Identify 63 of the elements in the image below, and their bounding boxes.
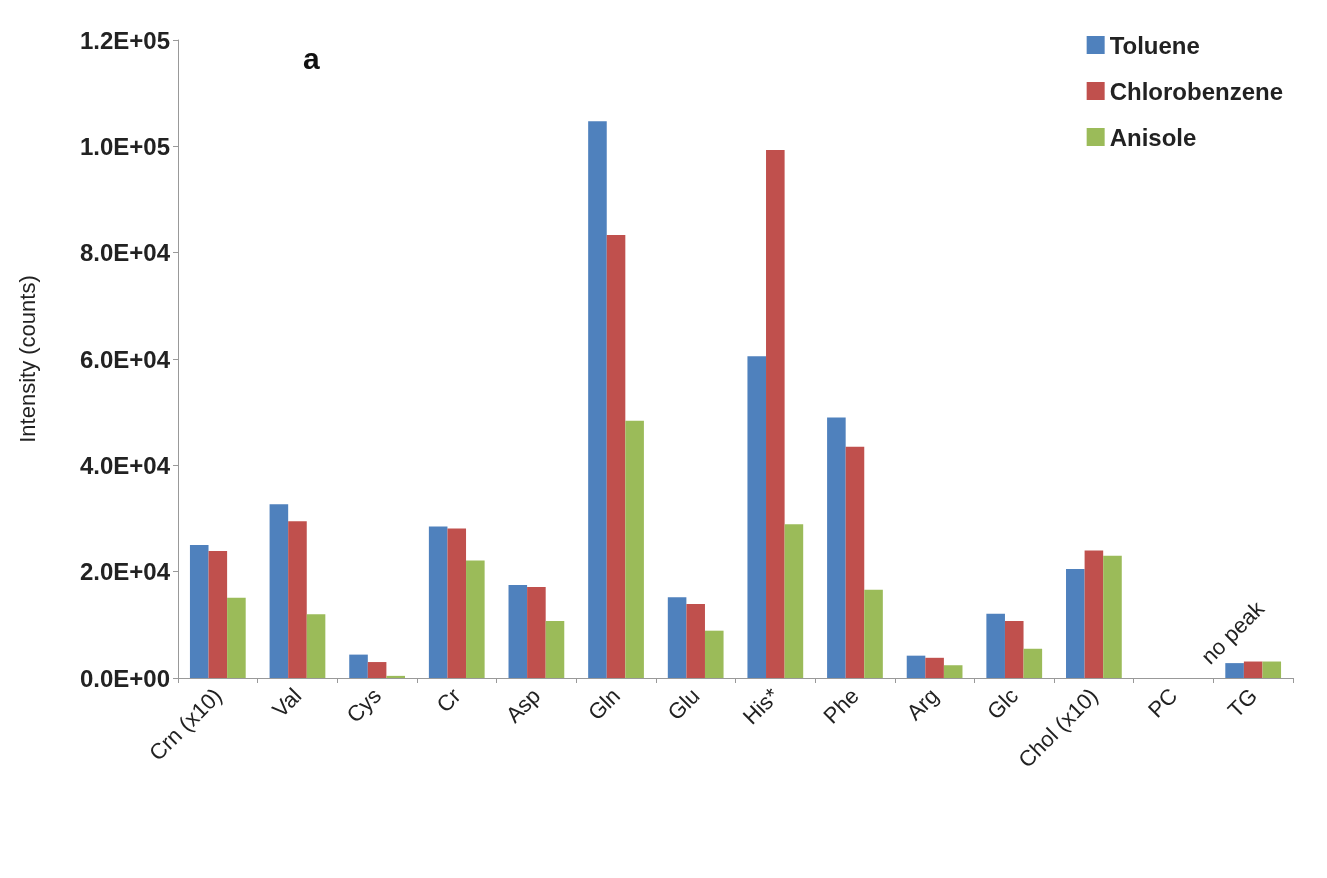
bar: [784, 524, 804, 678]
x-tick-label: TG: [1222, 683, 1263, 723]
chart-title: a: [303, 41, 320, 75]
x-tick-label: Cys: [341, 683, 386, 728]
bar: [508, 584, 528, 678]
bar: [1262, 661, 1282, 678]
bar: [428, 526, 448, 678]
bar: [827, 417, 846, 678]
bar: [527, 587, 546, 678]
bar: [1004, 621, 1024, 678]
y-tick-label: 1.0E+05: [79, 132, 170, 160]
y-tick-label: 1.2E+05: [79, 26, 170, 54]
bar: [925, 657, 944, 678]
bar: [367, 662, 387, 678]
legend-label: Toluene: [1109, 31, 1200, 59]
bar: [766, 150, 785, 678]
x-tick-label: PC: [1143, 683, 1183, 723]
bar: [625, 420, 644, 678]
x-tick-label: Cr: [431, 683, 466, 718]
x-tick-label: Gln: [583, 683, 625, 726]
bar: [306, 614, 326, 678]
bar: [208, 550, 228, 678]
bar: [747, 356, 767, 678]
y-tick-label: 8.0E+04: [79, 239, 171, 267]
bar: [466, 560, 485, 678]
bar: [288, 521, 307, 678]
legend-label: Chlorobenzene: [1109, 77, 1283, 105]
bar: [1243, 661, 1263, 678]
y-tick-label: 6.0E+04: [79, 345, 171, 373]
bar: [447, 528, 467, 678]
bar: [189, 545, 209, 678]
bar: [269, 504, 289, 678]
y-tick-label: 2.0E+04: [79, 558, 171, 586]
bar: [906, 655, 926, 678]
x-tick-label: Asp: [500, 683, 546, 728]
y-tick-label: 0.0E+00: [79, 664, 170, 692]
x-tick-label: His*: [737, 682, 785, 730]
bar: [349, 654, 368, 678]
x-tick-label: Arg: [901, 683, 944, 726]
bar: [704, 630, 724, 678]
bar: [986, 613, 1005, 678]
bar: [386, 675, 405, 678]
bar: [606, 235, 626, 678]
bar: [227, 597, 246, 678]
legend-label: Anisole: [1109, 123, 1197, 151]
bar: [845, 446, 865, 678]
bar: [943, 665, 963, 678]
bar: [1103, 555, 1122, 678]
bar: [667, 597, 687, 678]
bar: [864, 589, 883, 678]
bar: [1023, 648, 1043, 678]
bar: [545, 621, 565, 678]
x-tick-label: Glu: [662, 683, 705, 726]
bar: [1225, 663, 1244, 678]
bar: [1084, 550, 1104, 678]
x-tick-label: Glc: [982, 683, 1024, 725]
y-axis-title: Intensity (counts): [14, 275, 40, 443]
x-tick-label: Val: [267, 683, 307, 723]
bar: [588, 121, 607, 678]
bar: [1066, 569, 1085, 678]
bar: [686, 604, 705, 678]
x-tick-label: Phe: [818, 683, 864, 729]
y-tick-label: 4.0E+04: [79, 451, 171, 479]
